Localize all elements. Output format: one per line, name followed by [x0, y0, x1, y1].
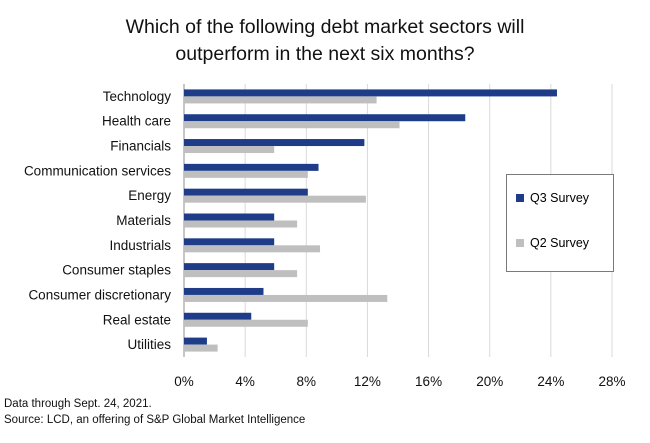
category-label-9: Real estate: [103, 312, 171, 327]
x-tick-label-4: 16%: [415, 374, 442, 389]
category-label-3: Communication services: [24, 163, 171, 178]
legend-swatch-q3: [516, 194, 524, 202]
bar-q3-7: [184, 263, 275, 271]
bar-q3-5: [184, 213, 275, 221]
bar-q2-5: [184, 220, 298, 228]
category-label-2: Financials: [110, 139, 171, 154]
x-tick-label-3: 12%: [354, 374, 381, 389]
chart-legend: Q3 Survey Q2 Survey: [506, 174, 614, 272]
category-label-5: Materials: [116, 213, 171, 228]
bar-q2-1: [184, 121, 400, 129]
legend-item-q2: Q2 Survey: [516, 236, 589, 250]
legend-item-q3: Q3 Survey: [516, 191, 589, 205]
bar-q2-2: [184, 146, 275, 154]
bar-q2-9: [184, 319, 308, 327]
bar-q3-1: [184, 114, 466, 122]
bar-q3-10: [184, 337, 207, 345]
bar-q3-2: [184, 139, 365, 147]
category-label-4: Energy: [128, 188, 171, 203]
category-label-10: Utilities: [127, 337, 171, 352]
chart-title-line2: outperform in the next six months?: [175, 43, 475, 65]
x-tick-label-0: 0%: [174, 374, 194, 389]
x-tick-label-5: 20%: [476, 374, 503, 389]
bar-q2-6: [184, 245, 321, 253]
bar-q2-4: [184, 195, 366, 203]
x-tick-label-7: 28%: [598, 374, 625, 389]
category-label-6: Industrials: [109, 238, 171, 253]
footnote: Data through Sept. 24, 2021.: [4, 398, 152, 410]
bar-q2-10: [184, 344, 218, 352]
bar-q3-4: [184, 188, 308, 196]
source-note: Source: LCD, an offering of S&P Global M…: [4, 414, 306, 426]
x-tick-label-2: 8%: [297, 374, 317, 389]
category-label-1: Health care: [102, 114, 171, 129]
chart-title: Which of the following debt market secto…: [0, 14, 650, 68]
bar-q3-9: [184, 312, 252, 320]
bar-q3-3: [184, 163, 319, 171]
legend-label-q3: Q3 Survey: [530, 191, 590, 205]
bar-q3-0: [184, 89, 557, 97]
category-label-0: Technology: [103, 89, 172, 104]
bar-q2-8: [184, 294, 388, 302]
x-tick-label-6: 24%: [537, 374, 564, 389]
x-tick-label-1: 4%: [235, 374, 255, 389]
bar-q2-7: [184, 270, 298, 278]
bar-q3-8: [184, 287, 264, 295]
legend-swatch-q2: [516, 239, 524, 247]
chart-title-line1: Which of the following debt market secto…: [125, 16, 525, 38]
legend-label-q2: Q2 Survey: [530, 236, 590, 250]
category-label-8: Consumer discretionary: [28, 287, 171, 302]
category-label-7: Consumer staples: [62, 263, 171, 278]
bar-q2-0: [184, 96, 377, 104]
bar-q3-6: [184, 238, 275, 246]
bar-q2-3: [184, 170, 308, 178]
